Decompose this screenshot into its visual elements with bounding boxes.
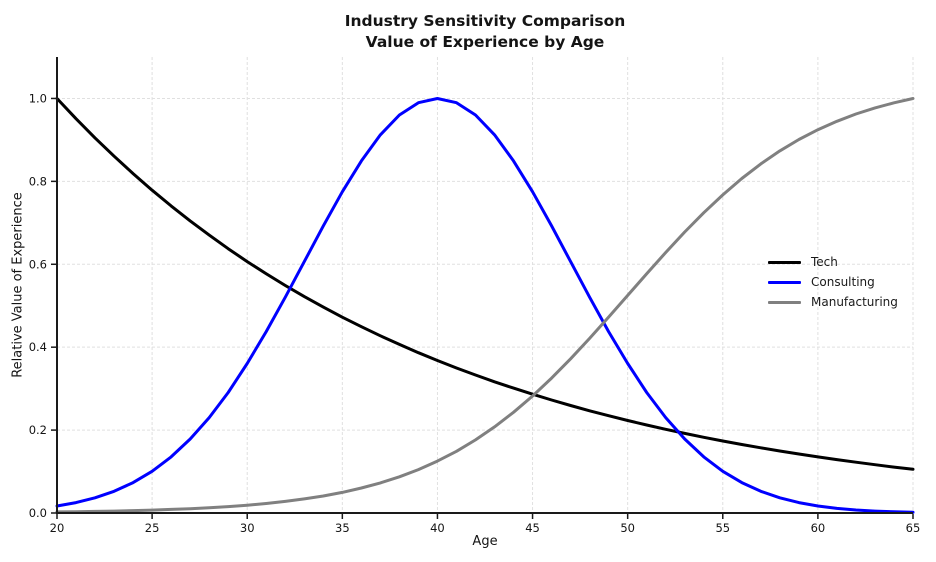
legend-label: Tech [811,255,838,269]
legend-label: Consulting [811,275,875,289]
y-axis-label: Relative Value of Experience [10,192,26,378]
legend-item-consulting: Consulting [768,272,898,292]
y-tick-label: 0.2 [29,423,47,437]
chart-title: Industry Sensitivity Comparison [344,12,626,30]
series-line-manufacturing [55,97,915,514]
y-tick-label: 1.0 [29,91,47,105]
legend-item-manufacturing: Manufacturing [768,292,898,312]
y-tick-label: 0.0 [29,506,47,520]
x-tick-label: 50 [620,521,635,535]
chart-title-block: Industry Sensitivity Comparison Value of… [57,11,913,53]
y-tick-label: 0.4 [29,340,47,354]
legend-item-tech: Tech [768,252,898,272]
x-tick-label: 25 [145,521,160,535]
x-tick-label: 30 [240,521,255,535]
x-tick-label: 55 [715,521,730,535]
x-axis-label: Age [472,534,498,549]
legend-label: Manufacturing [811,295,898,309]
legend: Tech Consulting Manufacturing [768,252,898,312]
chart-subtitle: Value of Experience by Age [365,33,605,51]
legend-swatch-icon [768,300,801,304]
x-tick-label: 40 [430,521,445,535]
x-tick-label: 65 [906,521,921,535]
series-line-consulting [55,97,915,514]
x-tick-label: 35 [335,521,350,535]
y-tick-label: 0.8 [29,174,47,188]
legend-swatch-icon [768,280,801,284]
x-tick-label: 60 [811,521,826,535]
legend-swatch-icon [768,260,801,264]
series-line-tech [55,97,915,471]
x-tick-label: 45 [525,521,540,535]
y-tick-label: 0.6 [29,257,47,271]
x-tick-label: 20 [50,521,65,535]
